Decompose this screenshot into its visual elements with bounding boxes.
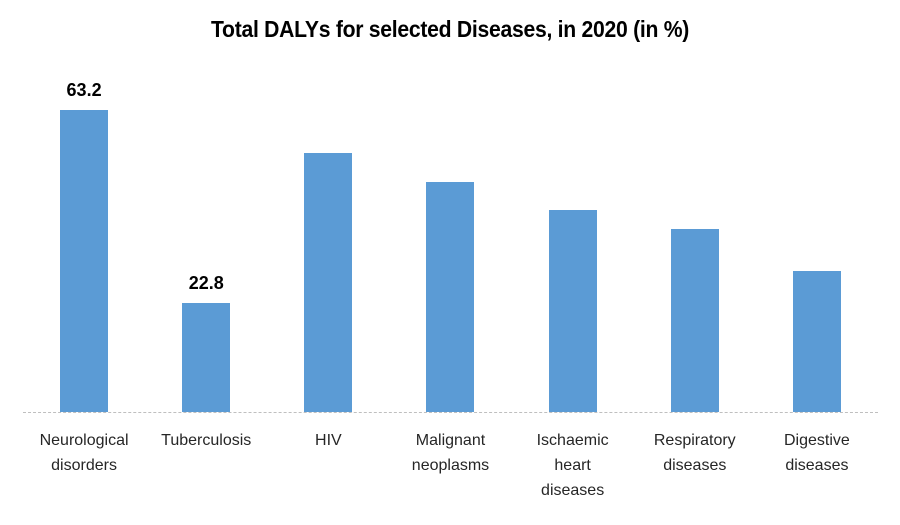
bar-3[interactable] (426, 182, 475, 412)
x-axis-line (23, 412, 878, 413)
category-label-line: diseases (663, 457, 727, 474)
category-label-line: Ischaemic (536, 432, 609, 449)
bar-group (756, 70, 878, 412)
plot-area: 63.2 22.8 (23, 70, 878, 412)
bar-group (634, 70, 756, 412)
category-label: Malignant neoplasms (389, 428, 511, 503)
category-label-line: heart (554, 457, 591, 474)
bar-value-label: 22.8 (188, 273, 224, 293)
bar-5[interactable] (670, 229, 719, 412)
category-label-line: Neurological (39, 432, 129, 449)
category-label-line: diseases (785, 457, 849, 474)
bar-group: 63.2 (23, 70, 145, 412)
category-label: Tuberculosis (145, 428, 267, 503)
category-label-line: Respiratory (653, 432, 736, 449)
category-label-line: Digestive (784, 432, 850, 449)
bar-group (267, 70, 389, 412)
category-label-line: Tuberculosis (161, 432, 252, 449)
category-label-line: HIV (315, 432, 342, 449)
bar-1[interactable] (182, 303, 231, 412)
bar-0[interactable] (60, 110, 109, 412)
bar-group: 22.8 (145, 70, 267, 412)
chart-title: Total DALYs for selected Diseases, in 20… (210, 16, 690, 42)
bar-group (389, 70, 511, 412)
bar-group (512, 70, 634, 412)
category-axis: Neurological disorders Tuberculosis HIV Mali… (23, 428, 878, 503)
bar-2[interactable] (304, 153, 353, 412)
category-label: HIV (267, 428, 389, 503)
category-label-line: disorders (51, 457, 117, 474)
category-label-line: neoplasms (411, 457, 490, 474)
bar-6[interactable] (792, 271, 841, 412)
bar-value-label: 63.2 (66, 80, 102, 100)
category-label-line: diseases (541, 482, 605, 499)
category-label: Ischaemic heart diseases (512, 428, 634, 503)
bar-4[interactable] (548, 210, 597, 412)
category-label: Neurological disorders (23, 428, 145, 503)
category-label: Digestive diseases (756, 428, 878, 503)
category-label: Respiratory diseases (634, 428, 756, 503)
category-label-line: Malignant (415, 432, 486, 449)
